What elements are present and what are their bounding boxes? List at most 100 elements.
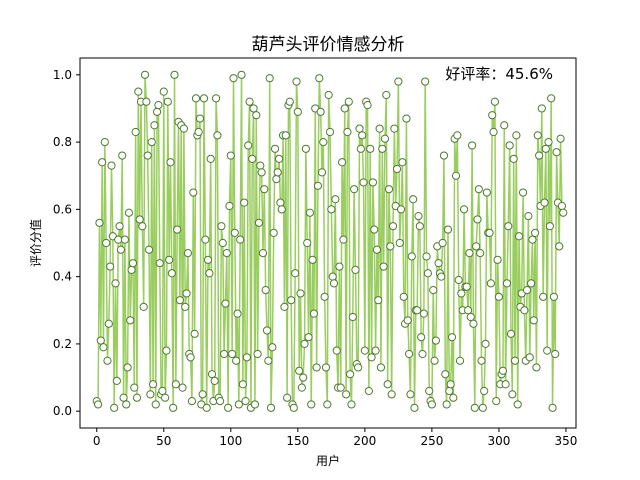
data-point xyxy=(320,292,329,301)
data-point xyxy=(211,94,221,103)
data-point xyxy=(336,383,345,392)
data-point xyxy=(535,151,544,160)
data-point xyxy=(317,168,327,177)
data-point xyxy=(478,403,487,412)
data-point xyxy=(161,393,170,402)
data-point xyxy=(187,396,197,406)
data-point xyxy=(295,366,304,375)
data-point xyxy=(240,198,249,207)
data-point xyxy=(201,235,210,244)
data-point xyxy=(296,289,305,298)
data-point xyxy=(238,380,247,389)
data-point xyxy=(132,393,142,402)
data-point xyxy=(107,161,116,170)
data-point xyxy=(183,248,193,258)
data-point xyxy=(122,400,131,409)
positive-rate-annotation: 好评率：45.6% xyxy=(445,65,553,83)
data-point xyxy=(445,386,454,396)
data-point xyxy=(415,222,424,231)
data-point xyxy=(374,296,383,305)
data-point xyxy=(186,353,195,362)
data-point xyxy=(544,137,553,147)
data-point xyxy=(427,400,436,409)
data-point xyxy=(549,292,558,301)
data-point xyxy=(178,383,187,392)
data-point xyxy=(409,195,418,204)
data-point xyxy=(319,137,328,147)
data-point xyxy=(384,185,394,194)
data-point xyxy=(165,255,174,264)
data-point xyxy=(367,353,376,362)
data-point xyxy=(360,346,369,355)
data-point xyxy=(249,104,258,113)
data-point xyxy=(370,225,379,234)
data-point xyxy=(198,390,207,399)
data-point xyxy=(422,252,431,261)
data-point xyxy=(94,400,103,409)
data-point xyxy=(232,356,241,365)
data-point xyxy=(118,151,127,160)
data-point xyxy=(148,380,158,389)
data-point xyxy=(138,222,147,231)
data-point xyxy=(513,400,522,409)
data-point xyxy=(210,376,219,386)
data-point xyxy=(273,168,282,177)
data-point xyxy=(175,296,184,305)
y-axis-label: 评价分值 xyxy=(28,219,43,267)
data-point xyxy=(217,222,226,231)
data-point xyxy=(128,259,138,268)
data-point xyxy=(414,211,423,221)
data-point xyxy=(466,312,475,322)
data-point xyxy=(447,333,457,342)
data-point xyxy=(213,131,222,140)
data-point xyxy=(486,279,495,288)
data-point xyxy=(359,178,368,187)
data-point xyxy=(303,238,312,248)
data-point xyxy=(406,390,415,399)
data-point xyxy=(371,346,380,355)
data-point xyxy=(285,97,294,106)
data-point xyxy=(442,400,451,409)
data-point xyxy=(162,346,171,355)
x-tick-label: 100 xyxy=(219,434,242,448)
data-point xyxy=(454,275,463,285)
data-point xyxy=(551,349,560,359)
data-point xyxy=(473,215,482,224)
data-point xyxy=(342,390,351,399)
data-point xyxy=(402,114,411,123)
y-axis-ticks: 0.0 0.2 0.4 0.6 0.8 1.0 xyxy=(53,68,80,418)
data-point xyxy=(225,201,234,211)
data-point xyxy=(189,188,198,197)
data-point xyxy=(134,87,143,96)
data-point xyxy=(547,94,556,103)
data-point xyxy=(218,238,227,248)
data-point xyxy=(340,104,349,113)
data-point xyxy=(95,218,104,227)
data-point xyxy=(346,370,355,379)
data-point xyxy=(171,380,180,389)
data-point xyxy=(498,366,508,375)
data-point xyxy=(293,107,302,116)
data-point xyxy=(520,306,529,315)
data-point xyxy=(449,393,458,402)
data-point xyxy=(525,353,534,362)
data-point xyxy=(394,77,403,86)
marker-layer xyxy=(92,70,568,412)
data-point xyxy=(127,265,136,275)
data-point xyxy=(364,386,373,396)
data-point xyxy=(543,346,552,355)
data-point xyxy=(383,380,392,389)
data-point xyxy=(163,97,172,106)
data-point xyxy=(120,235,130,244)
data-point xyxy=(236,235,245,244)
data-point xyxy=(423,269,432,278)
data-point xyxy=(226,151,235,160)
data-point xyxy=(350,185,359,194)
data-point xyxy=(289,403,298,412)
data-point xyxy=(123,363,132,372)
data-point xyxy=(529,316,538,325)
data-point xyxy=(253,349,262,359)
data-point xyxy=(139,302,148,312)
data-point xyxy=(419,309,428,318)
x-tick-label: 350 xyxy=(554,434,577,448)
